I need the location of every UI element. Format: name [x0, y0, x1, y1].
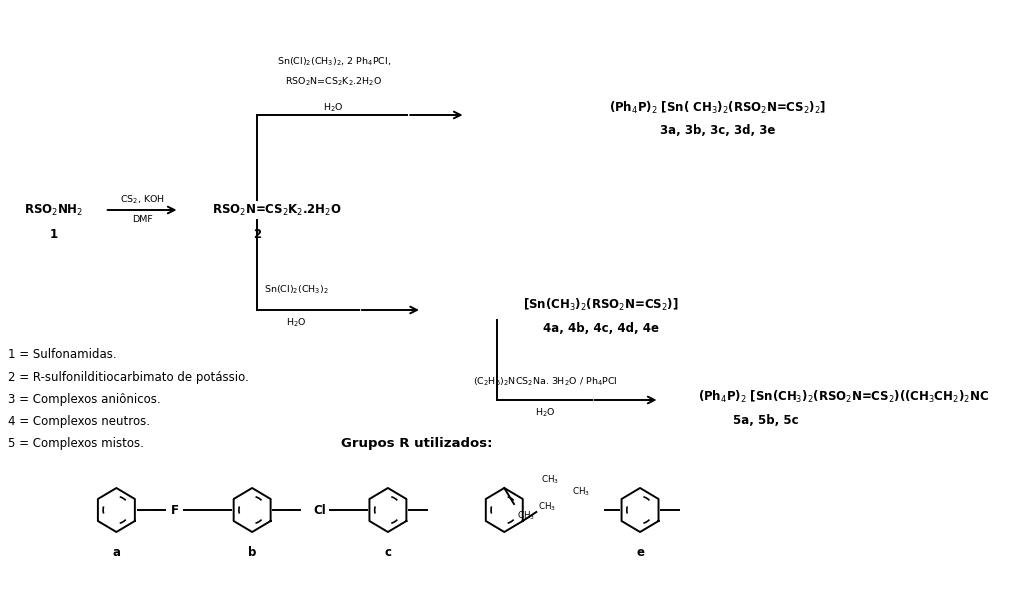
Text: H$_2$O: H$_2$O: [324, 102, 344, 114]
Text: a: a: [112, 545, 120, 558]
Text: CH$_3$: CH$_3$: [539, 501, 557, 513]
Text: 3 = Complexos aniônicos.: 3 = Complexos aniônicos.: [8, 393, 161, 405]
Text: 2 = R-sulfonilditiocarbimato de potássio.: 2 = R-sulfonilditiocarbimato de potássio…: [8, 371, 248, 383]
Text: e: e: [636, 545, 644, 558]
Text: Grupos R utilizados:: Grupos R utilizados:: [341, 436, 493, 449]
Text: Sn(Cl)$_2$(CH$_3$)$_2$, 2 Ph$_4$PCl,: Sn(Cl)$_2$(CH$_3$)$_2$, 2 Ph$_4$PCl,: [277, 56, 391, 69]
Text: Sn(Cl)$_2$(CH$_3$)$_2$: Sn(Cl)$_2$(CH$_3$)$_2$: [265, 284, 329, 296]
Text: 5 = Complexos mistos.: 5 = Complexos mistos.: [8, 436, 144, 449]
Text: RSO$_2$N=CS$_2$K$_2$.2H$_2$O: RSO$_2$N=CS$_2$K$_2$.2H$_2$O: [212, 203, 341, 218]
Text: [Sn(CH$_3$)$_2$(RSO$_2$N=CS$_2$)]: [Sn(CH$_3$)$_2$(RSO$_2$N=CS$_2$)]: [523, 297, 679, 313]
Text: CH$_3$: CH$_3$: [542, 474, 559, 486]
Text: CS$_2$, KOH: CS$_2$, KOH: [120, 194, 165, 206]
Text: 2: 2: [252, 228, 261, 241]
Text: 1 = Sulfonamidas.: 1 = Sulfonamidas.: [8, 349, 116, 362]
Text: H$_2$O: H$_2$O: [534, 406, 555, 419]
Text: RSO$_2$NH$_2$: RSO$_2$NH$_2$: [23, 203, 82, 218]
Text: (Ph$_4$P)$_2$ [Sn(CH$_3$)$_2$(RSO$_2$N=CS$_2$)((CH$_3$CH$_2$)$_2$NC: (Ph$_4$P)$_2$ [Sn(CH$_3$)$_2$(RSO$_2$N=C…: [698, 389, 989, 405]
Text: CH$_3$: CH$_3$: [571, 486, 589, 498]
Text: 5a, 5b, 5c: 5a, 5b, 5c: [733, 414, 799, 427]
Text: Cl: Cl: [314, 504, 326, 517]
Text: 3a, 3b, 3c, 3d, 3e: 3a, 3b, 3c, 3d, 3e: [660, 123, 776, 136]
Text: 1: 1: [49, 228, 57, 241]
Text: CH$_3$: CH$_3$: [517, 510, 535, 523]
Text: DMF: DMF: [132, 216, 153, 225]
Text: 4a, 4b, 4c, 4d, 4e: 4a, 4b, 4c, 4d, 4e: [544, 321, 660, 334]
Text: H$_2$O: H$_2$O: [286, 316, 307, 329]
Text: F: F: [171, 504, 178, 517]
Text: 4 = Complexos neutros.: 4 = Complexos neutros.: [8, 414, 150, 427]
Text: (Ph$_4$P)$_2$ [Sn( CH$_3$)$_2$(RSO$_2$N=CS$_2$)$_2$]: (Ph$_4$P)$_2$ [Sn( CH$_3$)$_2$(RSO$_2$N=…: [609, 100, 827, 116]
Text: RSO$_2$N=CS$_2$K$_2$.2H$_2$O: RSO$_2$N=CS$_2$K$_2$.2H$_2$O: [285, 76, 382, 88]
Text: b: b: [248, 545, 257, 558]
Text: (C$_2$H$_5$)$_2$NCS$_2$Na. 3H$_2$O / Ph$_4$PCl: (C$_2$H$_5$)$_2$NCS$_2$Na. 3H$_2$O / Ph$…: [472, 375, 617, 388]
Text: c: c: [385, 545, 391, 558]
